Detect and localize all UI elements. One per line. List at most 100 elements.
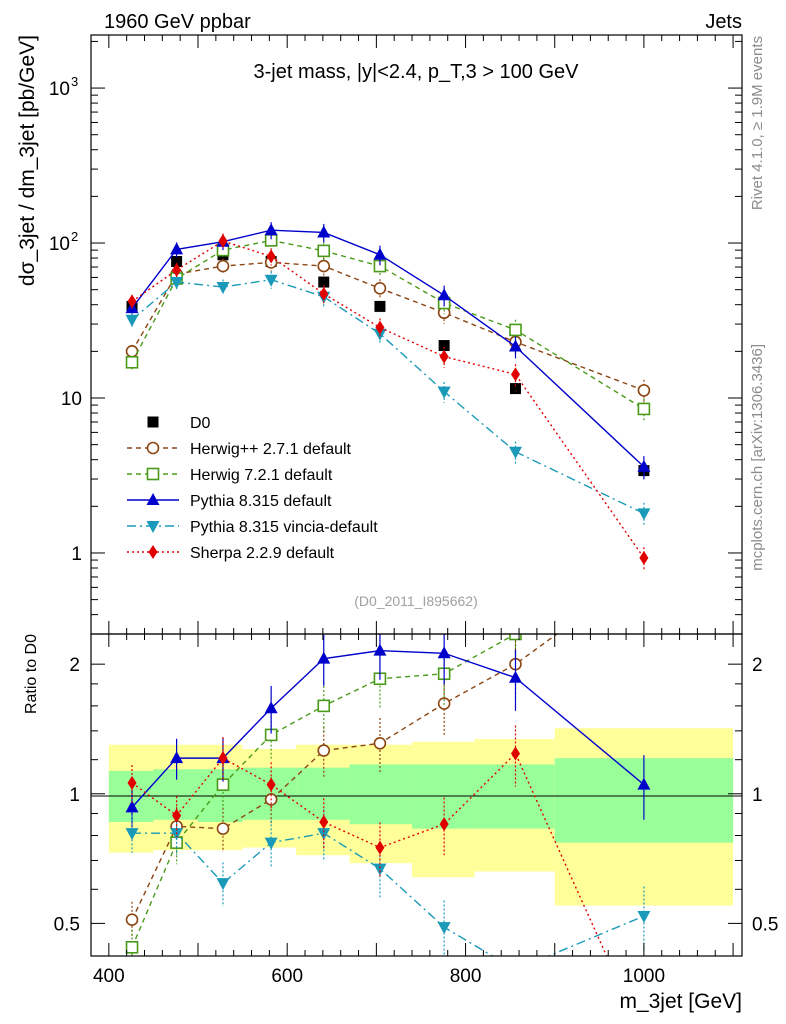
ratio-point-pythia (437, 646, 451, 659)
main-y-tick-label: 1 (71, 544, 82, 565)
main-line-herwigpp (131, 261, 645, 392)
main-point-herwigpp (125, 345, 139, 358)
ratio-point-sherpa (439, 817, 449, 832)
ratio-panel: 0.5 0.5 1 1 2 2 400 600 800 1000 Ratio to D0 m_3j… (23, 633, 778, 1013)
ratio-point-herwigpp (216, 822, 230, 835)
x-tick-label: 800 (450, 966, 482, 987)
x-tick-label: 600 (271, 966, 303, 987)
ratio-y-tick-label: 0.5 (54, 914, 80, 935)
main-point-herwig7 (637, 402, 651, 416)
ratio-y-label: Ratio to D0 (23, 634, 40, 714)
main-line-herwig7 (131, 239, 645, 410)
ratio-point-vincia (637, 911, 651, 924)
main-point-herwig7 (317, 244, 331, 258)
ratio-line-sherpa (131, 752, 608, 956)
ratio-band-inner (412, 764, 475, 829)
main-point-pythia (508, 339, 522, 352)
ratio-y-tick-label-right: 1 (752, 785, 763, 806)
x-axis-label: m_3jet [GeV] (619, 990, 742, 1013)
main-y-tick-label: 10 (61, 389, 82, 410)
x-tick-label: 1000 (623, 966, 665, 987)
main-point-herwigpp (373, 282, 387, 295)
main-point-pythia (264, 223, 278, 236)
main-title: 3-jet mass, |y|<2.4, p_T,3 > 100 GeV (253, 61, 579, 83)
main-point-pythia (317, 225, 331, 238)
legend-entry-herwig7: Herwig 7.2.1 default (127, 467, 333, 484)
main-point-herwig7 (125, 355, 139, 369)
main-point-herwigpp (317, 259, 331, 273)
main-point-vincia (437, 386, 451, 399)
ratio-point-herwigpp (373, 736, 387, 750)
main-point-vincia (508, 446, 522, 459)
ratio-point-vincia (125, 828, 139, 841)
ratio-point-sherpa (172, 808, 182, 823)
ratio-line-herwigpp (131, 634, 559, 920)
main-point-sherpa (172, 262, 182, 277)
main-point-sherpa (218, 234, 228, 249)
ratio-point-pythia (125, 800, 139, 813)
analysis-label: (D0_2011_I895662) (354, 593, 478, 609)
ratio-point-vincia (373, 863, 387, 876)
ratio-point-sherpa (375, 840, 385, 855)
main-point-data (318, 276, 330, 288)
legend-entry-pythia: Pythia 8.315 default (127, 493, 332, 510)
main-y-tick-exponent: 3 (71, 74, 78, 89)
main-series-pythia (125, 222, 651, 480)
header-right: Jets (705, 11, 742, 33)
legend-label: Sherpa 2.2.9 default (190, 545, 335, 562)
ratio-point-pythia (170, 751, 184, 764)
main-point-vincia (170, 277, 184, 290)
main-point-sherpa (510, 367, 520, 382)
main-y-tick-label: 10 (49, 234, 70, 255)
main-point-herwigpp (637, 384, 651, 397)
ratio-point-pythia (373, 643, 387, 656)
legend-label: Herwig++ 2.7.1 default (190, 441, 352, 458)
ratio-point-sherpa (510, 746, 520, 761)
ratio-point-herwig7 (317, 699, 331, 713)
main-point-data (438, 340, 450, 352)
main-point-vincia (125, 314, 139, 327)
main-point-vincia (637, 508, 651, 521)
legend-entry-herwigpp: Herwig++ 2.7.1 default (127, 441, 352, 458)
legend-marker (147, 416, 159, 428)
header-left: 1960 GeV ppbar (104, 11, 251, 33)
ratio-band-inner (296, 767, 350, 820)
main-point-sherpa (127, 294, 137, 309)
ratio-point-herwig7 (125, 941, 139, 954)
legend-entry-vincia: Pythia 8.315 vincia-default (127, 519, 378, 536)
ratio-point-vincia (317, 828, 331, 841)
ratio-band-inner (474, 764, 555, 829)
main-point-herwig7 (509, 323, 522, 337)
main-y-label: dσ_3jet / dm_3jet [pb/GeV] (16, 35, 39, 286)
main-point-pythia (637, 459, 651, 472)
ratio-point-sherpa (266, 777, 276, 792)
main-frame (90, 34, 743, 635)
main-series-herwig7 (125, 232, 651, 422)
ratio-point-pythia (317, 651, 331, 664)
ratio-y-tick-label-right: 0.5 (752, 914, 778, 935)
main-point-data (171, 256, 183, 268)
legend-marker (146, 493, 160, 505)
legend-marker (146, 467, 160, 481)
main-point-pythia (373, 247, 387, 260)
legend-label: Pythia 8.315 default (190, 493, 332, 510)
main-point-herwigpp (216, 259, 230, 273)
main-point-pythia (170, 242, 184, 255)
side-label-bottom: mcplots.cern.ch [arXiv:1306.3436] (749, 344, 766, 571)
main-point-sherpa (439, 349, 449, 364)
main-point-data (509, 383, 521, 395)
ratio-point-herwigpp (317, 744, 331, 757)
main-point-sherpa (319, 286, 329, 301)
ratio-y-tick-label: 1 (69, 785, 80, 806)
legend-entry-sherpa: Sherpa 2.2.9 default (127, 545, 335, 562)
ratio-point-herwig7 (509, 634, 522, 641)
main-point-sherpa (266, 249, 276, 264)
ratio-point-pythia (264, 701, 278, 714)
main-point-pythia (437, 288, 451, 301)
legend-label: D0 (190, 415, 211, 432)
legend: D0 Herwig++ 2.7.1 default Herwig 7.2.1 def… (127, 415, 378, 562)
main-point-vincia (264, 274, 278, 287)
side-label-top: Rivet 4.1.0, ≥ 1.9M events (749, 36, 766, 210)
